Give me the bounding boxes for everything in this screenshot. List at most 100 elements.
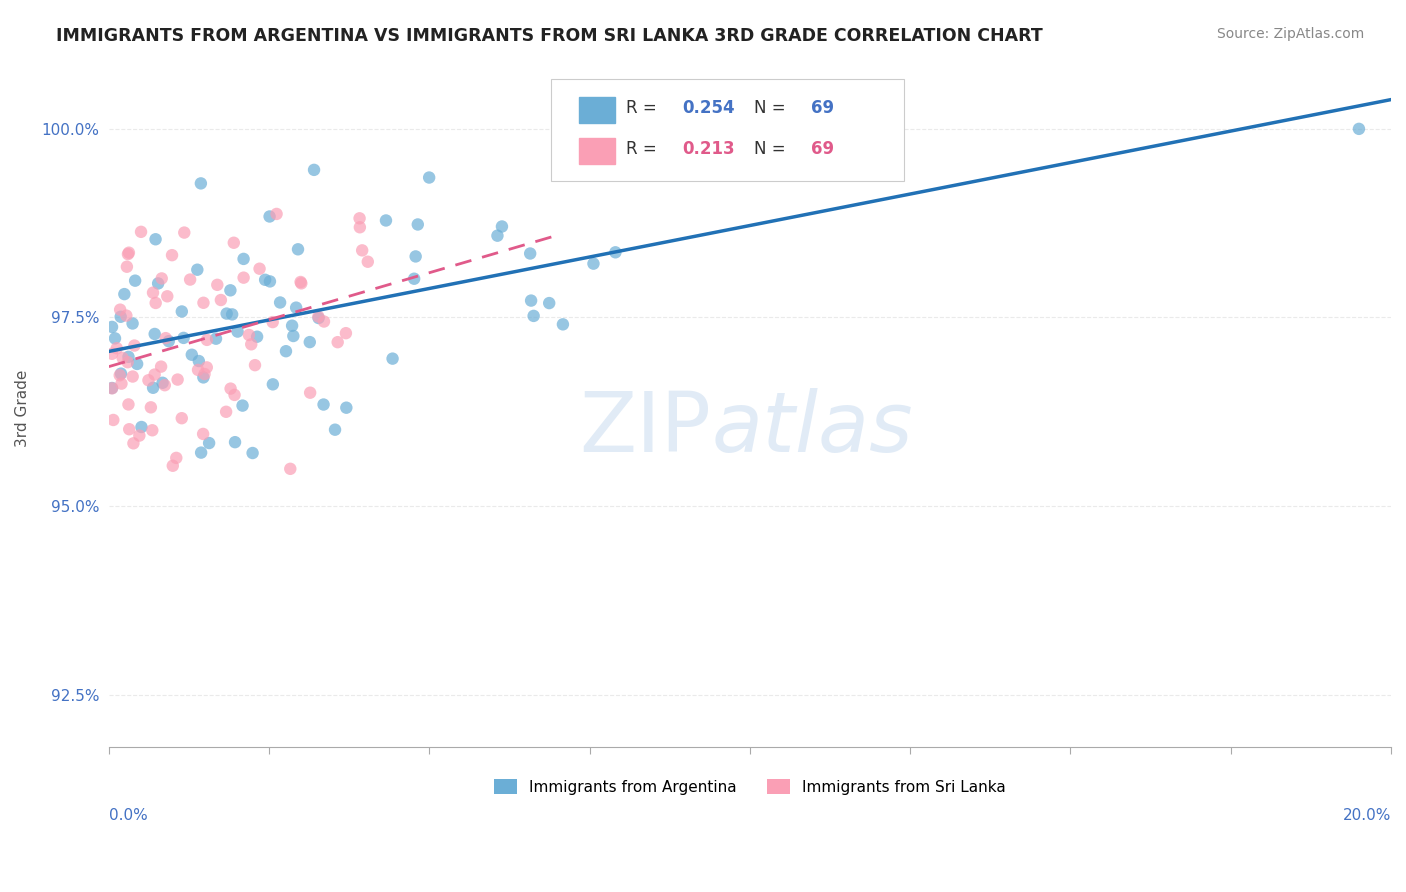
Point [215,307,238,321]
Point [254,273,277,287]
Point [150,359,173,374]
Point [323,423,346,437]
Point [262,315,284,329]
Point [302,162,325,177]
Point [249,261,271,276]
Point [139,401,162,415]
Point [520,293,543,308]
Text: 20.0%: 20.0% [1343,808,1391,822]
Point [219,382,242,396]
Point [246,329,269,343]
Point [190,177,212,191]
Point [155,331,177,345]
Text: R =: R = [626,140,662,158]
Point [219,283,242,297]
Point [115,260,138,274]
Point [232,270,254,285]
Point [122,436,145,450]
Point [142,285,165,300]
Point [186,262,208,277]
Text: N =: N = [754,99,790,117]
Point [285,301,308,315]
Point [287,242,309,256]
Point [165,450,187,465]
Point [205,332,228,346]
Point [491,219,513,234]
Point [486,228,509,243]
Text: IMMIGRANTS FROM ARGENTINA VS IMMIGRANTS FROM SRI LANKA 3RD GRADE CORRELATION CHA: IMMIGRANTS FROM ARGENTINA VS IMMIGRANTS … [56,27,1043,45]
Point [127,357,149,371]
Text: ZIP: ZIP [579,388,711,469]
Point [124,338,146,352]
Point [259,274,281,288]
Point [406,218,429,232]
Point [110,310,132,324]
Point [193,295,215,310]
Point [269,295,291,310]
FancyBboxPatch shape [551,78,904,180]
Point [551,318,574,332]
Point [145,232,167,246]
Point [418,170,440,185]
Point [173,226,195,240]
Point [190,445,212,459]
Point [101,319,124,334]
Text: Source: ZipAtlas.com: Source: ZipAtlas.com [1216,27,1364,41]
Point [117,350,139,364]
Point [221,307,243,321]
Point [118,422,141,436]
Point [170,304,193,318]
Point [187,354,209,368]
Point [170,411,193,425]
Point [143,368,166,382]
Point [166,373,188,387]
Point [238,327,260,342]
Point [156,289,179,303]
Point [150,271,173,285]
Text: N =: N = [754,140,790,158]
Y-axis label: 3rd Grade: 3rd Grade [15,369,30,447]
Point [405,249,427,263]
Point [117,397,139,411]
Point [115,309,138,323]
Point [104,331,127,345]
Point [298,335,321,350]
Point [352,244,374,258]
Point [117,247,139,261]
Point [232,252,254,266]
Point [129,225,152,239]
Point [152,376,174,390]
Point [381,351,404,366]
Point [118,245,141,260]
Point [232,399,254,413]
Legend: Immigrants from Argentina, Immigrants from Sri Lanka: Immigrants from Argentina, Immigrants fr… [488,772,1012,801]
Point [162,458,184,473]
Point [103,413,125,427]
Point [142,381,165,395]
Point [141,423,163,437]
Point [157,334,180,349]
Point [299,385,322,400]
Point [266,207,288,221]
Point [1348,121,1371,136]
Point [121,369,143,384]
Point [191,426,214,441]
Point [131,420,153,434]
Point [215,405,238,419]
Point [160,248,183,262]
Point [259,210,281,224]
Point [101,381,124,395]
Bar [579,137,616,163]
Point [335,326,357,341]
Point [357,254,380,268]
Point [173,331,195,345]
Point [121,317,143,331]
Point [307,310,329,324]
Text: R =: R = [626,99,662,117]
Point [312,398,335,412]
Point [349,220,371,235]
Point [112,287,135,301]
Text: 69: 69 [811,99,835,117]
Point [404,271,426,285]
Point [290,277,312,291]
